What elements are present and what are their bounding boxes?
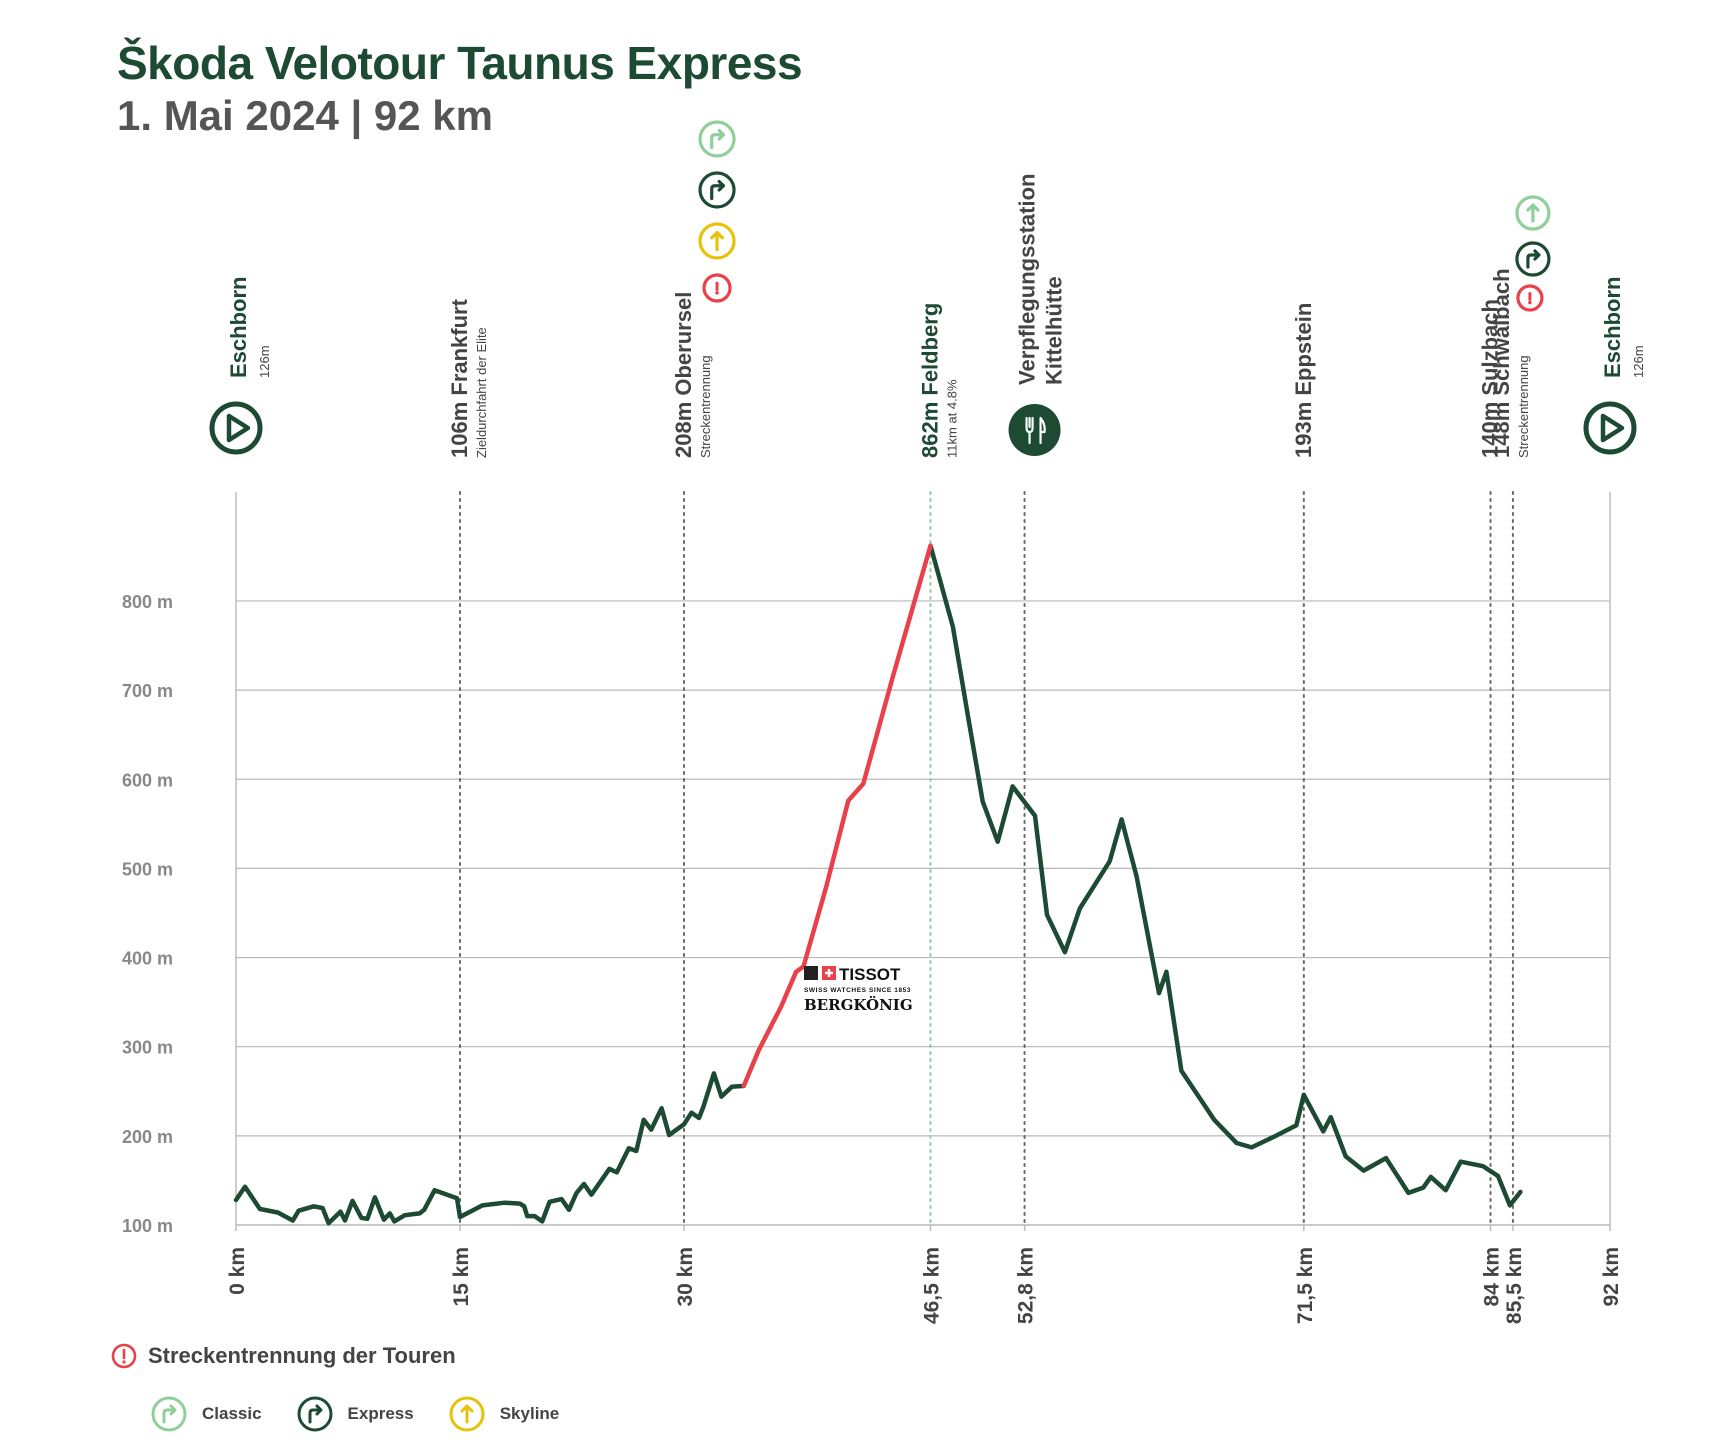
marker-title: Eschborn	[1600, 277, 1625, 378]
fork	[1025, 416, 1034, 445]
marker-title: 106m Frankfurt	[447, 298, 472, 458]
tissot-mark	[804, 966, 818, 980]
y-tick-label: 700 m	[122, 681, 173, 701]
marker-subtitle: Streckentrennung	[698, 355, 713, 458]
bergkoenig-label: BERGKÖNIG	[804, 995, 913, 1014]
alert-icon	[702, 273, 732, 303]
icon-ring	[702, 273, 732, 303]
y-tick-label: 800 m	[122, 592, 173, 612]
marker-title: 208m Oberursel	[671, 292, 696, 458]
y-tick-label: 400 m	[122, 949, 173, 969]
x-tick-label: 92 km	[1600, 1247, 1623, 1307]
marker-title: Verpflegungsstation	[1015, 174, 1040, 385]
straight-arrow-icon-skyline	[449, 1396, 485, 1432]
start-circle	[1583, 401, 1637, 455]
alert-icon	[111, 1343, 137, 1369]
legend-skyline-label: Skyline	[499, 1404, 560, 1423]
x-tick-label: 0 km	[226, 1247, 249, 1295]
swiss-cross	[825, 969, 833, 977]
legend-separation: Streckentrennung der Touren	[110, 1342, 456, 1370]
x-tick-label: 52,8 km	[1015, 1247, 1038, 1324]
legend-separation-label: Streckentrennung der Touren	[148, 1343, 456, 1368]
alert-icon	[1516, 284, 1544, 312]
turn-head	[717, 179, 726, 192]
tissot-brand: TISSOT	[839, 965, 901, 984]
y-tick-label: 300 m	[122, 1038, 173, 1058]
profile-line-climb	[741, 543, 933, 1089]
icon-ring	[1515, 195, 1551, 231]
x-tick-label: 71,5 km	[1294, 1247, 1317, 1324]
turn-stem	[710, 133, 726, 150]
alert-dot	[1528, 300, 1532, 305]
marker-title: 148m Schwalbach	[1489, 268, 1514, 458]
profile-line-before-climb	[233, 1071, 747, 1226]
y-tick-label: 500 m	[122, 859, 173, 879]
legend-express-label: Express	[347, 1404, 414, 1423]
play-triangle	[226, 413, 251, 443]
up-head	[710, 230, 724, 240]
turn-right-icon-classic	[698, 120, 736, 158]
y-tick-label: 200 m	[122, 1127, 173, 1147]
turn-right-icon-classic	[151, 1396, 187, 1432]
x-tick-label: 85,5 km	[1503, 1247, 1526, 1324]
y-tick-label: 100 m	[122, 1216, 173, 1236]
legend-item-classic: Classic	[150, 1395, 262, 1433]
marker-title: 193m Eppstein	[1291, 303, 1316, 458]
marker-subtitle: 126m	[257, 345, 272, 378]
marker-subtitle: Streckentrennung	[1516, 355, 1531, 458]
fork-knife-icon	[1008, 404, 1061, 456]
legend-classic-label: Classic	[202, 1404, 262, 1423]
marker-title: 140m Sulzbach	[1478, 299, 1503, 458]
icon-ring	[698, 171, 736, 209]
turn-right-icon-express	[698, 171, 736, 209]
start-circle	[209, 401, 263, 455]
marker-title: Eschborn	[226, 277, 251, 378]
tissot-tagline: SWISS WATCHES SINCE 1853	[804, 987, 911, 994]
turn-head	[717, 128, 726, 141]
legend-item-express: Express	[296, 1395, 414, 1433]
straight-arrow-icon-skyline	[698, 222, 736, 260]
play-triangle	[1600, 413, 1625, 443]
profile-line-after-climb	[928, 543, 1523, 1208]
marker-subtitle: Zieldurchfahrt der Elite	[474, 327, 489, 458]
x-tick-label: 84 km	[1481, 1247, 1504, 1307]
knife	[1039, 416, 1046, 445]
icon-ring	[1516, 284, 1544, 312]
turn-stem	[710, 184, 726, 201]
marker-subtitle: 126m	[1631, 345, 1646, 378]
food-circle	[1008, 404, 1061, 456]
turn-right-icon-express	[297, 1396, 333, 1432]
legend-item-skyline: Skyline	[448, 1395, 560, 1433]
turn-stem	[1526, 253, 1541, 269]
alert-dot	[715, 291, 719, 295]
marker-subtitle: Kittelhütte	[1042, 276, 1067, 385]
start-finish-icon	[209, 401, 263, 455]
straight-arrow-icon-classic	[1515, 195, 1551, 231]
icon-ring	[698, 120, 736, 158]
x-tick-label: 30 km	[674, 1247, 697, 1307]
legend-tours: Classic Express Skyline	[150, 1395, 593, 1433]
turn-head	[1533, 249, 1541, 261]
up-head	[1526, 203, 1540, 212]
start-finish-icon	[1583, 401, 1637, 455]
page-subtitle: 1. Mai 2024 | 92 km	[117, 92, 493, 139]
y-tick-label: 600 m	[122, 770, 173, 790]
icon-ring	[698, 222, 736, 260]
marker-subtitle: 11km at 4.8%	[944, 379, 959, 458]
page-title: Škoda Velotour Taunus Express	[117, 37, 803, 89]
x-tick-label: 46,5 km	[920, 1247, 943, 1324]
marker-title: 862m Feldberg	[917, 303, 942, 458]
x-tick-label: 15 km	[450, 1247, 473, 1307]
icon-ring	[1515, 241, 1551, 277]
turn-right-icon-express	[1515, 241, 1551, 277]
